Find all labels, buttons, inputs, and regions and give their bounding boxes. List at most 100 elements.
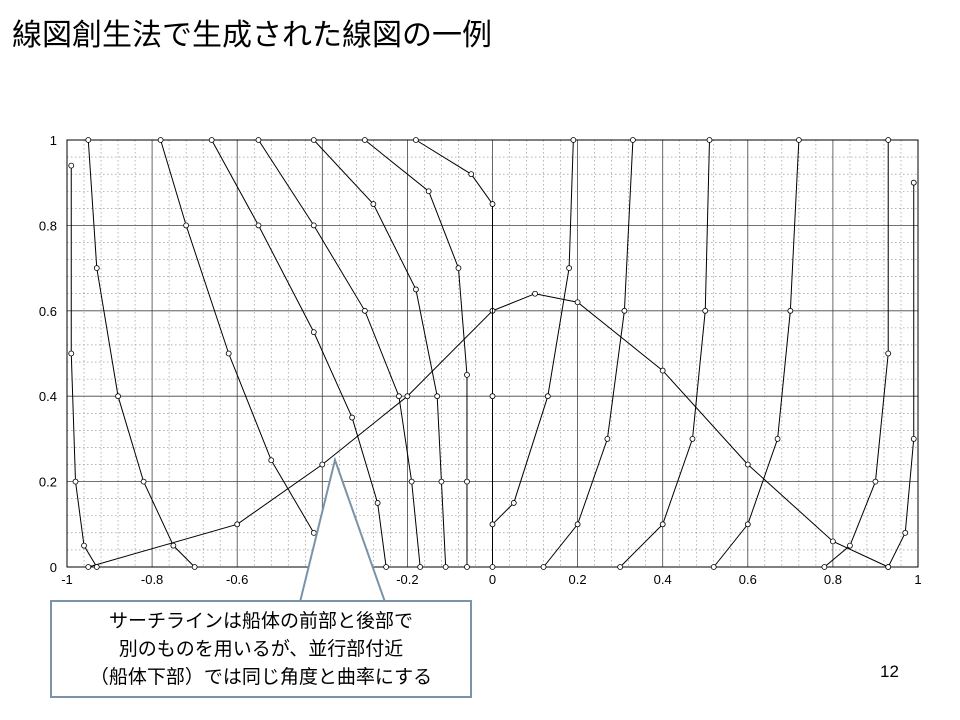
x-tick-label: -0.8 <box>141 572 163 587</box>
x-tick-label: 0.8 <box>824 572 842 587</box>
curve <box>211 139 387 568</box>
point-marker <box>659 367 666 374</box>
point-marker <box>208 137 215 143</box>
curve <box>258 139 421 568</box>
curve <box>415 139 493 567</box>
y-tick-label: 0.6 <box>39 304 57 319</box>
callout-line: （船体下部）では同じ角度と曲率にする <box>89 667 433 688</box>
point-marker <box>404 393 411 400</box>
point-marker <box>540 564 547 570</box>
point-marker <box>255 137 262 143</box>
point-marker <box>310 529 317 536</box>
point-marker <box>902 529 909 536</box>
point-marker <box>349 414 355 421</box>
point-marker <box>532 290 538 297</box>
point-marker <box>821 564 828 570</box>
point-marker <box>872 478 879 485</box>
point-marker <box>183 222 190 229</box>
point-marker <box>68 162 75 169</box>
point-marker <box>574 521 581 528</box>
callout-line: 別のものを用いるが、並行部付近 <box>118 639 404 660</box>
curve <box>313 139 447 568</box>
curve <box>887 182 915 568</box>
y-tick-label: 0 <box>50 560 57 575</box>
point-marker <box>93 265 100 272</box>
point-marker <box>885 350 892 357</box>
point-marker <box>442 564 449 570</box>
x-tick-label: 0.4 <box>654 572 672 587</box>
point-marker <box>604 435 611 442</box>
point-marker <box>489 521 496 528</box>
point-marker <box>774 435 781 442</box>
x-tick-label: -1 <box>61 572 73 587</box>
x-tick-label: -0.6 <box>226 572 248 587</box>
point-marker <box>510 500 517 506</box>
point-marker <box>574 299 581 306</box>
slide-title: 線図創生法で生成された線図の一例 <box>12 19 492 52</box>
curve <box>543 139 634 568</box>
curve <box>619 139 711 568</box>
point-marker <box>170 542 177 549</box>
point-marker <box>787 307 794 314</box>
point-marker <box>621 307 628 314</box>
x-tick-label: 0.2 <box>569 572 587 587</box>
point-marker <box>795 137 802 143</box>
point-marker <box>395 393 402 400</box>
point-marker <box>744 521 751 528</box>
point-marker <box>659 521 666 528</box>
point-marker <box>464 564 470 570</box>
point-marker <box>425 188 432 195</box>
point-marker <box>885 564 892 570</box>
point-marker <box>310 329 317 336</box>
point-marker <box>885 137 892 143</box>
point-marker <box>710 564 717 570</box>
point-marker <box>830 538 836 545</box>
point-marker <box>140 478 147 485</box>
curve <box>160 139 344 568</box>
point-marker <box>72 478 79 485</box>
point-marker <box>85 137 92 143</box>
point-marker <box>413 137 419 143</box>
point-marker <box>910 179 917 186</box>
point-marker <box>464 478 470 485</box>
point-marker <box>413 286 419 293</box>
point-marker <box>744 461 751 468</box>
point-marker <box>310 137 317 143</box>
point-marker <box>374 500 381 506</box>
point-marker <box>455 265 462 272</box>
point-marker <box>570 137 577 143</box>
point-marker <box>225 350 232 357</box>
curve <box>824 140 889 568</box>
curve <box>713 139 800 568</box>
point-marker <box>255 222 262 229</box>
y-tick-label: 0.8 <box>39 218 57 233</box>
y-tick-label: 1 <box>50 133 57 148</box>
point-marker <box>115 393 121 400</box>
point-marker <box>68 350 75 357</box>
page-number: 12 <box>880 662 899 681</box>
point-marker <box>361 307 368 314</box>
x-tick-label: 0 <box>489 572 496 587</box>
point-marker <box>847 542 853 549</box>
x-tick-label: -0.2 <box>396 572 418 587</box>
point-marker <box>157 137 164 143</box>
point-marker <box>361 137 368 143</box>
callout-line: サーチラインは船体の前部と後部で <box>108 611 413 632</box>
callout: サーチラインは船体の前部と後部で 別のものを用いるが、並行部付近 （船体下部）で… <box>50 600 472 698</box>
point-marker <box>489 393 496 400</box>
point-marker <box>617 564 624 570</box>
point-marker <box>319 461 326 468</box>
point-marker <box>630 137 636 143</box>
point-marker <box>544 393 551 400</box>
point-marker <box>706 137 713 143</box>
x-tick-label: 1 <box>914 572 921 587</box>
curve <box>70 165 98 568</box>
point-marker <box>93 564 100 570</box>
point-marker <box>468 171 475 178</box>
point-marker <box>408 478 415 485</box>
point-marker <box>191 564 198 570</box>
curve <box>364 139 468 567</box>
point-marker <box>234 521 241 528</box>
